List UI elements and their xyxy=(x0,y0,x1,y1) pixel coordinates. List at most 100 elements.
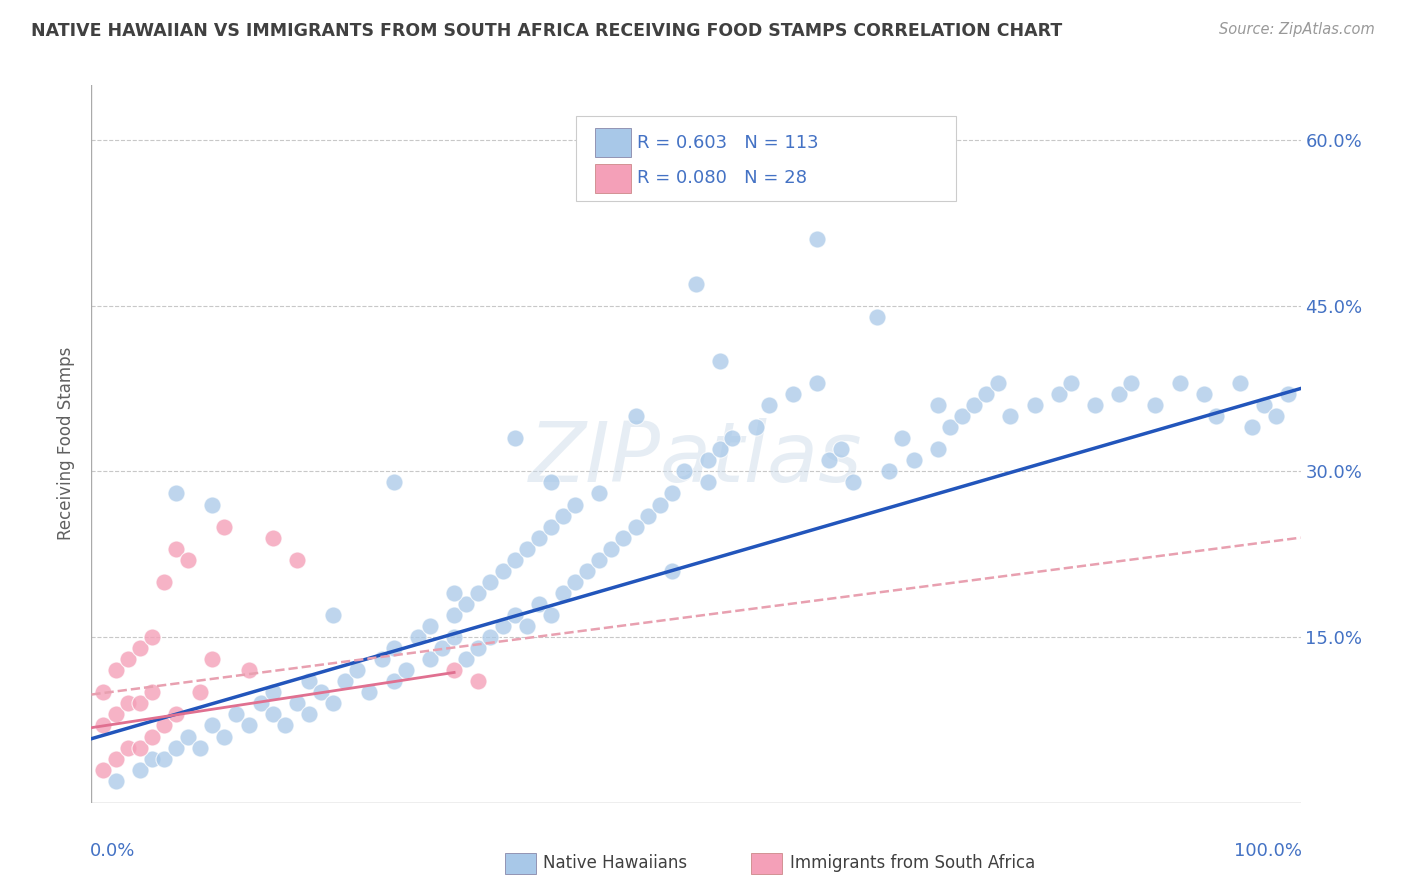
Point xyxy=(782,387,804,401)
Point xyxy=(443,586,465,600)
Point xyxy=(419,652,441,666)
Point xyxy=(335,674,357,689)
Point xyxy=(818,453,841,467)
Point xyxy=(274,718,297,732)
Point xyxy=(285,697,308,711)
Point xyxy=(576,564,599,578)
Text: NATIVE HAWAIIAN VS IMMIGRANTS FROM SOUTH AFRICA RECEIVING FOOD STAMPS CORRELATIO: NATIVE HAWAIIAN VS IMMIGRANTS FROM SOUTH… xyxy=(31,22,1062,40)
Point xyxy=(128,641,150,656)
Point xyxy=(419,619,441,633)
Point xyxy=(624,409,647,424)
Point xyxy=(238,663,260,677)
Point xyxy=(1277,387,1299,401)
Point xyxy=(153,574,176,589)
Point xyxy=(1000,409,1022,424)
Point xyxy=(309,685,332,699)
Point xyxy=(564,498,586,512)
Point xyxy=(128,697,150,711)
Point xyxy=(1168,376,1191,390)
Point xyxy=(879,464,901,478)
Point xyxy=(395,663,418,677)
Point xyxy=(1144,398,1167,412)
Point xyxy=(806,232,828,246)
Point xyxy=(588,553,610,567)
Point xyxy=(188,685,211,699)
Point xyxy=(117,697,139,711)
Point xyxy=(866,310,889,324)
Point xyxy=(153,718,176,732)
Point xyxy=(540,519,562,533)
Point xyxy=(141,685,163,699)
Point xyxy=(177,553,200,567)
Point xyxy=(262,707,284,722)
Point xyxy=(443,607,465,622)
Point xyxy=(903,453,925,467)
Point xyxy=(104,707,127,722)
Text: 0.0%: 0.0% xyxy=(90,842,135,860)
Point xyxy=(153,751,176,765)
Point xyxy=(1108,387,1130,401)
Point xyxy=(503,553,526,567)
Point xyxy=(104,663,127,677)
Point xyxy=(1241,420,1264,434)
Point xyxy=(298,707,321,722)
Point xyxy=(648,498,671,512)
Point xyxy=(1121,376,1143,390)
Point xyxy=(758,398,780,412)
Point xyxy=(262,531,284,545)
Point xyxy=(238,718,260,732)
Point xyxy=(842,475,865,490)
Point xyxy=(685,277,707,291)
Point xyxy=(503,607,526,622)
Point xyxy=(491,619,513,633)
Point xyxy=(612,531,634,545)
Point xyxy=(467,674,489,689)
Point xyxy=(467,641,489,656)
Point xyxy=(516,619,538,633)
Point xyxy=(165,707,187,722)
Point xyxy=(1060,376,1083,390)
Point xyxy=(165,541,187,556)
Point xyxy=(806,376,828,390)
Point xyxy=(830,442,852,457)
Point xyxy=(93,718,115,732)
Text: Source: ZipAtlas.com: Source: ZipAtlas.com xyxy=(1219,22,1375,37)
Point xyxy=(201,652,224,666)
Point xyxy=(443,663,465,677)
Point xyxy=(382,475,405,490)
Point xyxy=(540,607,562,622)
Point xyxy=(467,586,489,600)
Point xyxy=(600,541,623,556)
Point xyxy=(491,564,513,578)
Point xyxy=(672,464,695,478)
Point xyxy=(262,685,284,699)
Point xyxy=(104,751,127,765)
Point xyxy=(188,740,211,755)
Point xyxy=(661,486,683,500)
Point xyxy=(104,773,127,788)
Text: Immigrants from South Africa: Immigrants from South Africa xyxy=(790,854,1035,871)
Point xyxy=(1265,409,1288,424)
Y-axis label: Receiving Food Stamps: Receiving Food Stamps xyxy=(58,347,76,541)
Point xyxy=(406,630,429,644)
Point xyxy=(225,707,247,722)
Point xyxy=(141,630,163,644)
Text: 100.0%: 100.0% xyxy=(1233,842,1302,860)
Point xyxy=(322,607,344,622)
Point xyxy=(516,541,538,556)
Point xyxy=(1024,398,1046,412)
Point xyxy=(141,751,163,765)
Point xyxy=(697,453,720,467)
Text: ZIPatlas: ZIPatlas xyxy=(529,417,863,499)
Point xyxy=(927,398,949,412)
Point xyxy=(214,730,236,744)
Point xyxy=(201,498,224,512)
Point xyxy=(527,531,550,545)
Point xyxy=(1084,398,1107,412)
Point xyxy=(1229,376,1251,390)
Point xyxy=(1192,387,1215,401)
Point xyxy=(963,398,986,412)
Point xyxy=(479,574,502,589)
Point xyxy=(1205,409,1227,424)
Point xyxy=(456,652,478,666)
